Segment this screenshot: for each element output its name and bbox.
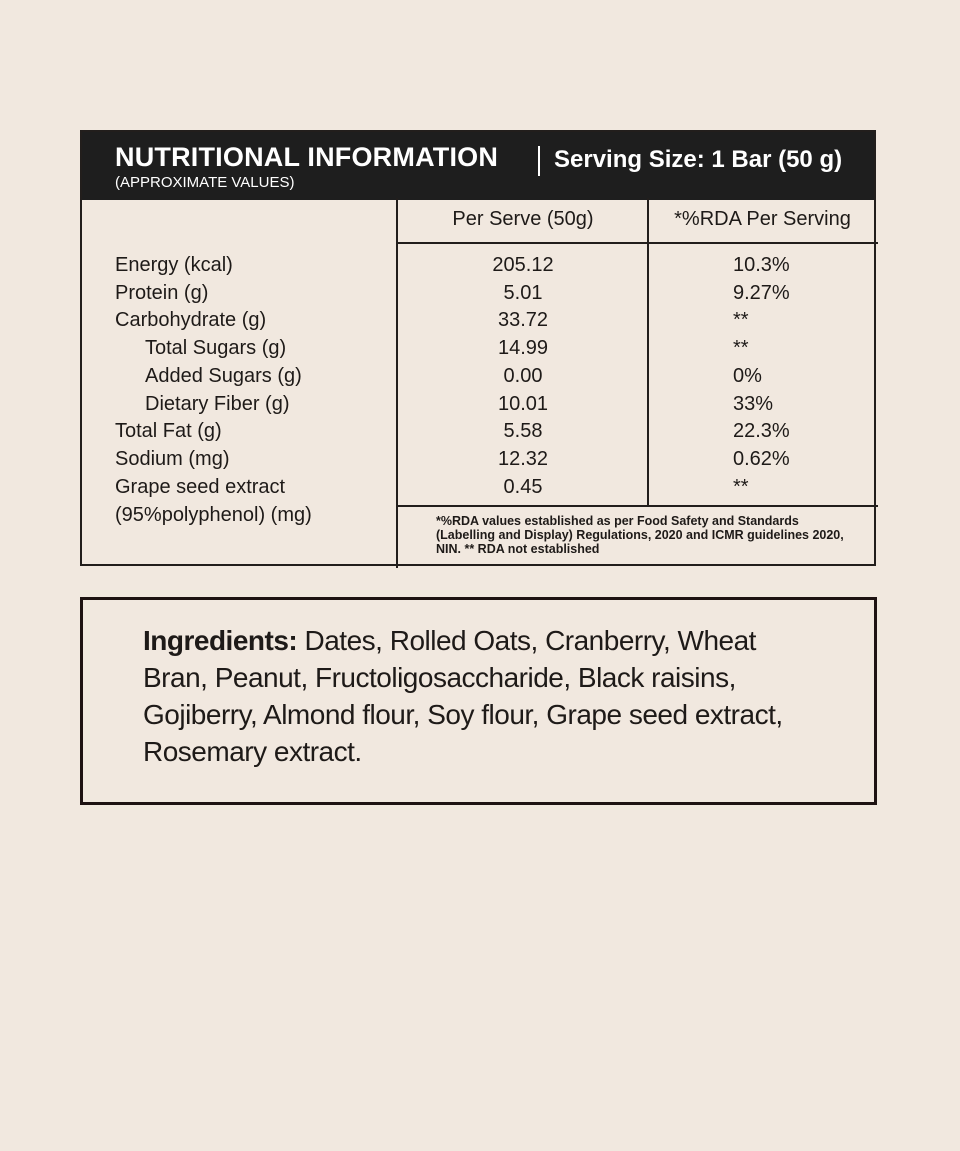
table-title: NUTRITIONAL INFORMATION — [115, 142, 499, 172]
table-row: Added Sugars (g) 0.00 0% — [82, 365, 874, 392]
table-row: Grape seed extract 0.45 ** — [82, 476, 874, 503]
column-divider — [647, 198, 649, 506]
ingredients-label: Ingredients: — [143, 625, 298, 656]
column-header-rda: *%RDA Per Serving — [674, 208, 851, 230]
rda-value: ** — [733, 337, 749, 360]
table-header: NUTRITIONAL INFORMATION Serving Size: 1 … — [82, 132, 874, 200]
row-label: Added Sugars (g) — [145, 364, 302, 387]
row-label: Energy (kcal) — [115, 254, 233, 276]
ingredients-list: Dates, Rolled Oats, Cranberry, Wheat Bra… — [143, 625, 783, 767]
rda-value: 9.27% — [733, 281, 790, 304]
row-divider — [396, 505, 878, 507]
table-row: Energy (kcal) 205.12 10.3% — [82, 254, 874, 281]
per-serve-value: 5.01 — [503, 281, 543, 304]
rda-value: 0% — [733, 364, 762, 387]
rda-value: 0.62% — [733, 447, 790, 470]
header-divider — [538, 146, 540, 176]
column-divider — [396, 198, 398, 568]
row-label: Dietary Fiber (g) — [145, 392, 290, 415]
per-serve-value: 12.32 — [497, 447, 549, 470]
table-row: Carbohydrate (g) 33.72 ** — [82, 309, 874, 336]
ingredients-box: Ingredients: Dates, Rolled Oats, Cranber… — [80, 597, 877, 805]
per-serve-value: 14.99 — [497, 337, 549, 360]
rda-value: ** — [733, 309, 749, 332]
per-serve-value: 5.58 — [503, 420, 543, 443]
ingredients-text: Ingredients: Dates, Rolled Oats, Cranber… — [143, 622, 823, 770]
nutrition-table: NUTRITIONAL INFORMATION Serving Size: 1 … — [80, 130, 878, 568]
rda-value: ** — [733, 475, 749, 498]
per-serve-value: 205.12 — [492, 254, 554, 276]
row-label: Grape seed extract — [115, 475, 286, 498]
per-serve-value: 0.45 — [503, 475, 543, 498]
row-label: Carbohydrate (g) — [115, 309, 267, 332]
per-serve-value: 33.72 — [497, 309, 549, 332]
table-row: Total Sugars (g) 14.99 ** — [82, 337, 874, 364]
table-row: Dietary Fiber (g) 10.01 33% — [82, 393, 874, 420]
table-row: Protein (g) 5.01 9.27% — [82, 282, 874, 309]
table-row: Total Fat (g) 5.58 22.3% — [82, 420, 874, 447]
row-label: Sodium (mg) — [115, 447, 230, 470]
row-label: (95%polyphenol) (mg) — [115, 504, 312, 526]
footnote: *%RDA values established as per Food Saf… — [436, 514, 844, 556]
table-row: Sodium (mg) 12.32 0.62% — [82, 448, 874, 475]
rda-value: 22.3% — [733, 420, 790, 443]
row-label: Protein (g) — [115, 281, 209, 304]
serving-size: Serving Size: 1 Bar (50 g) — [554, 146, 843, 173]
row-label: Total Fat (g) — [115, 420, 222, 443]
table-subtitle: (APPROXIMATE VALUES) — [115, 174, 295, 191]
row-divider — [396, 242, 878, 244]
rda-value: 10.3% — [733, 254, 790, 276]
per-serve-value: 10.01 — [497, 392, 549, 415]
column-header-per-serve: Per Serve (50g) — [452, 208, 594, 230]
row-label: Total Sugars (g) — [145, 337, 287, 360]
per-serve-value: 0.00 — [503, 364, 543, 387]
rda-value: 33% — [733, 392, 774, 415]
